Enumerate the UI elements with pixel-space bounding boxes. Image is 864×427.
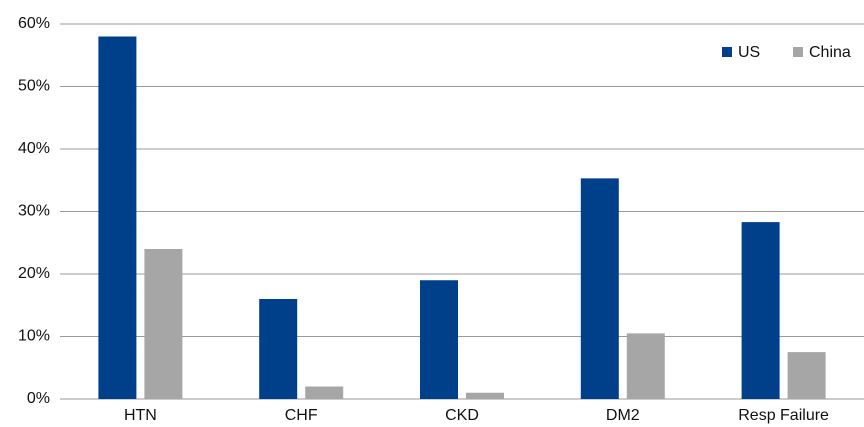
bar — [259, 299, 298, 399]
legend-label: US — [738, 44, 760, 61]
bar — [741, 222, 780, 399]
bar — [787, 352, 826, 399]
x-tick-label: DM2 — [606, 407, 640, 424]
bar — [420, 280, 458, 399]
bar — [144, 249, 183, 399]
bar — [305, 386, 344, 399]
x-tick-label: CKD — [445, 407, 479, 424]
legend-swatch — [722, 47, 732, 57]
y-tick-label: 10% — [18, 328, 50, 345]
bar — [580, 178, 619, 399]
bar — [466, 392, 504, 399]
y-tick-label: 20% — [18, 265, 50, 282]
y-tick-label: 50% — [18, 78, 50, 95]
y-tick-label: 40% — [18, 140, 50, 157]
x-tick-label: HTN — [124, 407, 157, 424]
x-tick-label: Resp Failure — [738, 407, 829, 424]
legend-swatch — [793, 47, 803, 57]
bar — [98, 36, 137, 399]
x-tick-label: CHF — [285, 407, 318, 424]
y-tick-label: 0% — [27, 390, 50, 407]
legend-label: China — [809, 44, 851, 61]
y-tick-label: 60% — [18, 15, 50, 32]
bar — [626, 333, 665, 399]
y-tick-label: 30% — [18, 203, 50, 220]
